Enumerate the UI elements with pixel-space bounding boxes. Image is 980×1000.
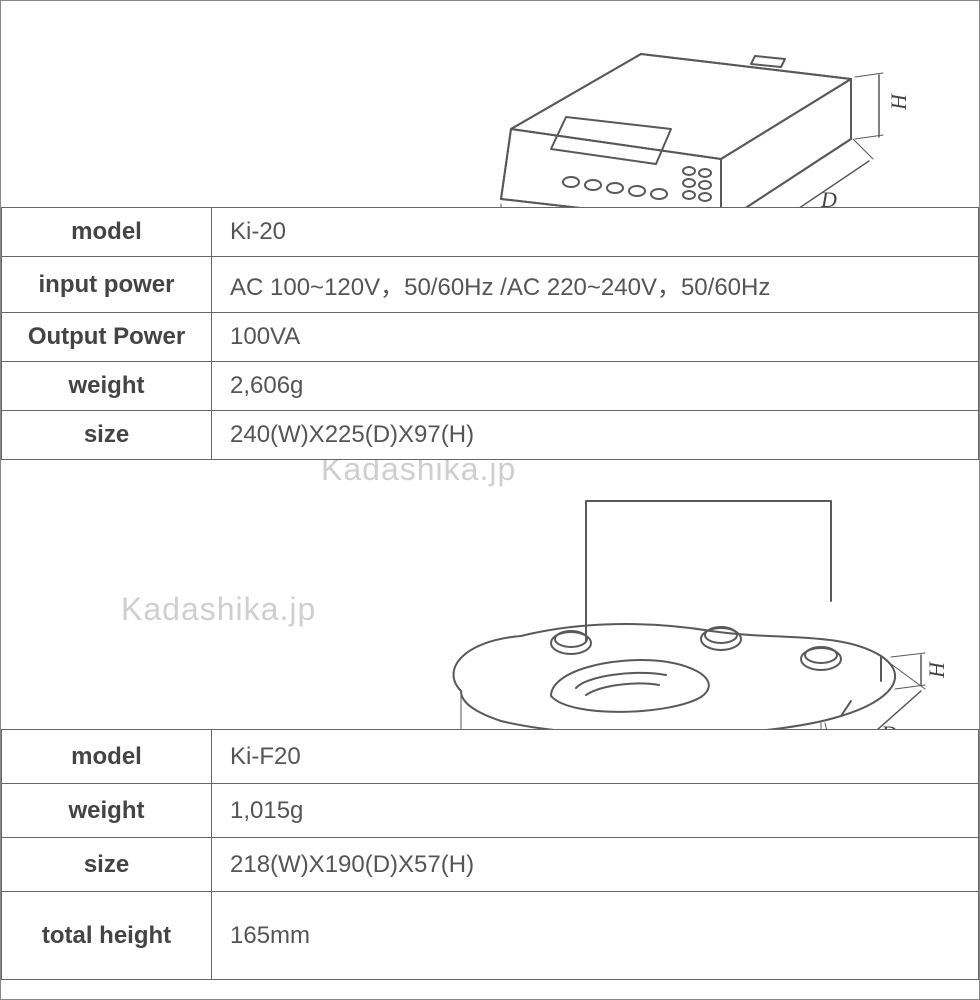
spec-label: weight	[2, 784, 212, 838]
unit-spec-table: model Ki-20 input power AC 100~120V，50/6…	[1, 207, 979, 460]
spec-label: model	[2, 730, 212, 784]
spec-label: Output Power	[2, 313, 212, 362]
spec-value: 100VA	[212, 313, 979, 362]
dim-label-h: H	[886, 94, 912, 110]
table-row: model Ki-F20	[2, 730, 979, 784]
spec-value: 2,606g	[212, 362, 979, 411]
spec-value: 165mm	[212, 892, 979, 980]
spec-value: 240(W)X225(D)X97(H)	[212, 411, 979, 460]
spec-label: total height	[2, 892, 212, 980]
pedal-diagram: W D H	[401, 471, 961, 771]
table-row: input power AC 100~120V，50/60Hz /AC 220~…	[2, 257, 979, 313]
table-row: size 218(W)X190(D)X57(H)	[2, 838, 979, 892]
spec-value: 218(W)X190(D)X57(H)	[212, 838, 979, 892]
dim-label-h: H	[924, 662, 950, 678]
spec-value: Ki-F20	[212, 730, 979, 784]
table-row: model Ki-20	[2, 208, 979, 257]
spec-label: size	[2, 838, 212, 892]
pedal-spec-table: model Ki-F20 weight 1,015g size 218(W)X1…	[1, 729, 979, 980]
table-row: size 240(W)X225(D)X97(H)	[2, 411, 979, 460]
spec-value: 1,015g	[212, 784, 979, 838]
watermark: Kadashika.jp	[121, 591, 316, 628]
table-row: total height 165mm	[2, 892, 979, 980]
spec-value: AC 100~120V，50/60Hz /AC 220~240V，50/60Hz	[212, 257, 979, 313]
spec-value: Ki-20	[212, 208, 979, 257]
table-row: weight 2,606g	[2, 362, 979, 411]
spec-label: input power	[2, 257, 212, 313]
table-row: Output Power 100VA	[2, 313, 979, 362]
table-row: weight 1,015g	[2, 784, 979, 838]
spec-label: weight	[2, 362, 212, 411]
spec-label: size	[2, 411, 212, 460]
page: Kadashika.jp Kadashika.jp Kadashika.jp	[0, 0, 980, 1000]
spec-label: model	[2, 208, 212, 257]
